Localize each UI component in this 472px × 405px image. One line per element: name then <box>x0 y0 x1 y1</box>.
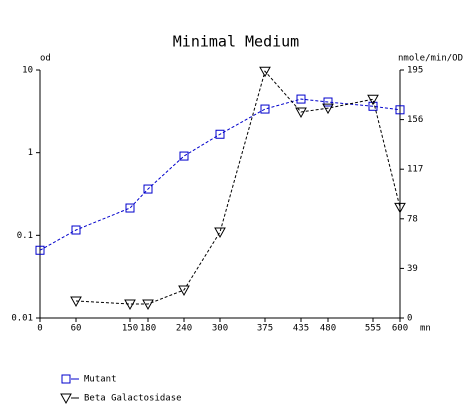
x-tick-label: 600 <box>392 324 408 334</box>
data-point <box>179 151 189 161</box>
legend-marker <box>60 393 72 405</box>
data-point <box>295 107 307 118</box>
y2-tick-label: 156 <box>407 115 423 125</box>
data-point <box>214 227 226 239</box>
x-tick-label: 375 <box>257 324 273 334</box>
y-tick-label: 0.1 <box>17 231 33 241</box>
y2-tick-label: 78 <box>407 214 418 224</box>
legend-label: Beta Galactosidase <box>84 394 182 404</box>
x-tick-label: 60 <box>71 324 82 334</box>
data-point <box>124 299 136 311</box>
data-point <box>394 202 406 214</box>
y2-tick-label: 39 <box>407 264 418 274</box>
data-point <box>125 203 135 213</box>
data-point <box>70 296 82 307</box>
data-point <box>322 103 334 115</box>
x-tick-label: 435 <box>293 324 309 334</box>
y2-tick-label: 117 <box>407 165 423 175</box>
series-line <box>75 70 401 305</box>
data-point <box>71 225 81 235</box>
data-point <box>323 97 333 107</box>
data-point <box>259 66 271 78</box>
y2-axis-label: nmole/min/OD <box>398 54 463 64</box>
x-tick-label: 480 <box>320 324 336 334</box>
x-tick-label: 0 <box>37 324 42 334</box>
legend-label: Mutant <box>84 375 117 385</box>
y2-tick-label: 195 <box>407 66 423 76</box>
data-point <box>35 245 45 255</box>
data-point <box>367 94 379 106</box>
x-tick-label: 300 <box>212 324 228 334</box>
y-tick-label: 1 <box>28 148 33 158</box>
data-point <box>368 101 378 111</box>
data-point <box>260 104 270 114</box>
data-point <box>215 129 225 139</box>
y-tick-label: 10 <box>22 66 33 76</box>
series-line <box>39 98 401 251</box>
x-tick-label: 180 <box>140 324 156 334</box>
data-point <box>395 105 405 115</box>
x-tick-label: 555 <box>365 324 381 334</box>
data-point <box>143 184 153 194</box>
y-tick-label: 0.01 <box>11 314 33 324</box>
legend-marker <box>61 374 71 384</box>
chart-title: Minimal Medium <box>173 33 299 51</box>
data-point <box>178 285 190 297</box>
data-point <box>296 94 306 104</box>
y2-tick-label: 0 <box>407 314 412 324</box>
y-axis-label: od <box>40 54 51 64</box>
data-point <box>142 299 154 311</box>
x-tick-label: 150 <box>122 324 138 334</box>
x-tick-label: 240 <box>176 324 192 334</box>
x-axis-label: mn <box>420 324 431 334</box>
